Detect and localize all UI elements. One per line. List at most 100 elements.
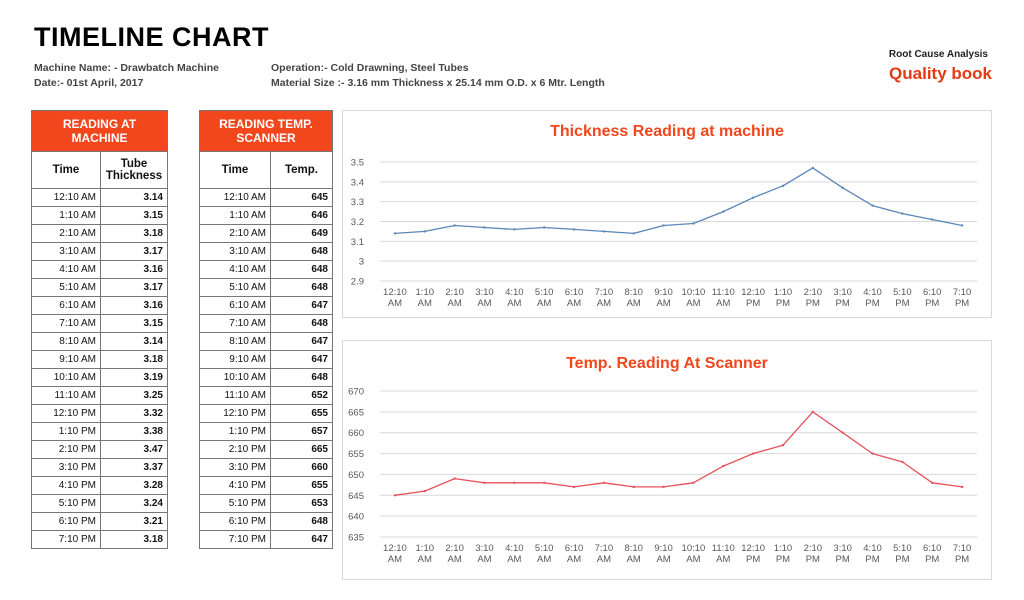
table2-row: 7:10 PM 647: [199, 530, 333, 549]
reading-at-machine-table: READING AT MACHINE Time Tube Thickness 1…: [31, 110, 168, 549]
table1-time-cell: 11:10 AM: [31, 386, 101, 405]
table1-time-cell: 5:10 PM: [31, 494, 101, 513]
table1-value-cell: 3.37: [100, 458, 168, 477]
table2-row: 12:10 PM 655: [199, 404, 333, 423]
table2-row: 3:10 PM 660: [199, 458, 333, 477]
table1-time-cell: 6:10 PM: [31, 512, 101, 531]
table2-header: READING TEMP. SCANNER: [199, 110, 333, 152]
data-point: [841, 431, 844, 434]
table1-row: 8:10 AM 3.14: [31, 332, 168, 351]
x-tick-label: 12:10 PM: [741, 287, 765, 309]
table2-value-cell: 648: [270, 260, 333, 279]
table1-time-cell: 1:10 AM: [31, 206, 101, 225]
table1-row: 1:10 PM 3.38: [31, 422, 168, 441]
table1-row: 6:10 PM 3.21: [31, 512, 168, 531]
table1-value-cell: 3.19: [100, 368, 168, 387]
data-point: [722, 210, 725, 213]
data-point: [781, 184, 785, 187]
table1-time-cell: 3:10 AM: [31, 242, 101, 261]
y-tick-label: 3.2: [351, 217, 364, 228]
x-tick-label: 4:10 AM: [505, 287, 524, 309]
x-tick-label: 7:10 AM: [595, 287, 614, 309]
x-tick-label: 5:10 PM: [893, 287, 912, 309]
series-line: [394, 167, 963, 235]
table2-time-cell: 7:10 PM: [199, 530, 271, 549]
data-point: [841, 186, 844, 189]
table2-time-cell: 1:10 PM: [199, 422, 271, 441]
brand-logo: Quality book: [889, 64, 992, 84]
y-tick-label: 670: [348, 387, 364, 398]
table2-time-cell: 9:10 AM: [199, 350, 271, 369]
y-tick-label: 645: [348, 491, 364, 502]
table1-value-cell: 3.25: [100, 386, 168, 405]
table2-row: 7:10 AM 648: [199, 314, 333, 333]
table1-time-cell: 12:10 PM: [31, 404, 101, 423]
data-point: [632, 485, 635, 489]
table1-row: 3:10 PM 3.37: [31, 458, 168, 477]
table1-row: 2:10 PM 3.47: [31, 440, 168, 459]
table1-value-cell: 3.15: [100, 314, 168, 333]
table2-row: 8:10 AM 647: [199, 332, 333, 351]
reading-temp-scanner-table: READING TEMP. SCANNER Time Temp. 12:10 A…: [199, 110, 333, 549]
x-tick-label: 2:10 AM: [445, 287, 464, 309]
x-tick-label: 8:10 AM: [624, 543, 643, 565]
table1-time-cell: 4:10 AM: [31, 260, 101, 279]
table2-value-cell: 653: [270, 494, 333, 513]
x-tick-label: 1:10 PM: [774, 287, 793, 309]
thickness-chart-svg: 3.5 3.4 3.3 3.2 3.1 3 2.9 12:10 AM 1:10 AM 2:10 AM 3:…: [351, 158, 977, 309]
x-tick-label: 7:10 AM: [595, 543, 614, 565]
temperature-chart-svg: 670 665 660 655 650 645 640 635 12:10 AM 1:10 AM 2:1…: [348, 387, 977, 565]
table1-value-cell: 3.17: [100, 242, 168, 261]
x-tick-label: 9:10 AM: [654, 287, 673, 309]
table2-value-cell: 665: [270, 440, 333, 459]
table2-time-cell: 6:10 AM: [199, 296, 271, 315]
table1-value-cell: 3.16: [100, 296, 168, 315]
data-point: [692, 222, 695, 225]
table2-value-cell: 648: [270, 512, 333, 531]
y-tick-label: 3.3: [351, 197, 364, 208]
table2-time-cell: 2:10 AM: [199, 224, 271, 243]
table1-value-cell: 3.15: [100, 206, 168, 225]
x-tick-label: 9:10 AM: [654, 543, 673, 565]
y-tick-label: 2.9: [351, 277, 364, 288]
table2-row: 1:10 AM 646: [199, 206, 333, 225]
table1-value-cell: 3.24: [100, 494, 168, 513]
data-point: [931, 218, 934, 221]
x-tick-label: 4:10 PM: [863, 543, 882, 565]
table1-time-cell: 2:10 PM: [31, 440, 101, 459]
table2-row: 2:10 AM 649: [199, 224, 333, 243]
data-point: [572, 485, 576, 489]
table2-value-cell: 646: [270, 206, 333, 225]
table2-col-temp: Temp.: [270, 151, 333, 189]
table1-time-cell: 12:10 AM: [31, 188, 101, 207]
table1-time-cell: 10:10 AM: [31, 368, 101, 387]
table1-row: 5:10 PM 3.24: [31, 494, 168, 513]
data-point: [542, 226, 546, 229]
table2-value-cell: 648: [270, 314, 333, 333]
table1-value-cell: 3.14: [100, 188, 168, 207]
table1-row: 11:10 AM 3.25: [31, 386, 168, 405]
data-point: [453, 477, 456, 480]
data-point: [960, 224, 964, 227]
table1-col-thickness: Tube Thickness: [100, 151, 168, 189]
table1-value-cell: 3.38: [100, 422, 168, 441]
operation: Operation:- Cold Drawning, Steel Tubes: [271, 62, 469, 74]
table2-row: 4:10 PM 655: [199, 476, 333, 495]
y-tick-label: 3.4: [351, 177, 364, 188]
data-point: [393, 232, 397, 235]
x-tick-label: 11:10 AM: [712, 287, 735, 309]
table1-row: 2:10 AM 3.18: [31, 224, 168, 243]
table2-value-cell: 648: [270, 278, 333, 297]
data-point: [751, 452, 755, 455]
data-point: [931, 481, 934, 484]
x-tick-label: 6:10 AM: [565, 287, 584, 309]
x-tick-label: 1:10 AM: [416, 287, 435, 309]
data-point: [871, 204, 874, 207]
data-point: [662, 224, 665, 227]
table2-time-cell: 7:10 AM: [199, 314, 271, 333]
data-point: [542, 481, 546, 484]
x-tick-label: 5:10 AM: [535, 543, 554, 565]
thickness-chart: Thickness Reading at machine 3.5 3.4 3.3 3.…: [342, 110, 992, 318]
data-point: [513, 481, 516, 484]
brand-q-glyph: Q: [889, 64, 903, 83]
